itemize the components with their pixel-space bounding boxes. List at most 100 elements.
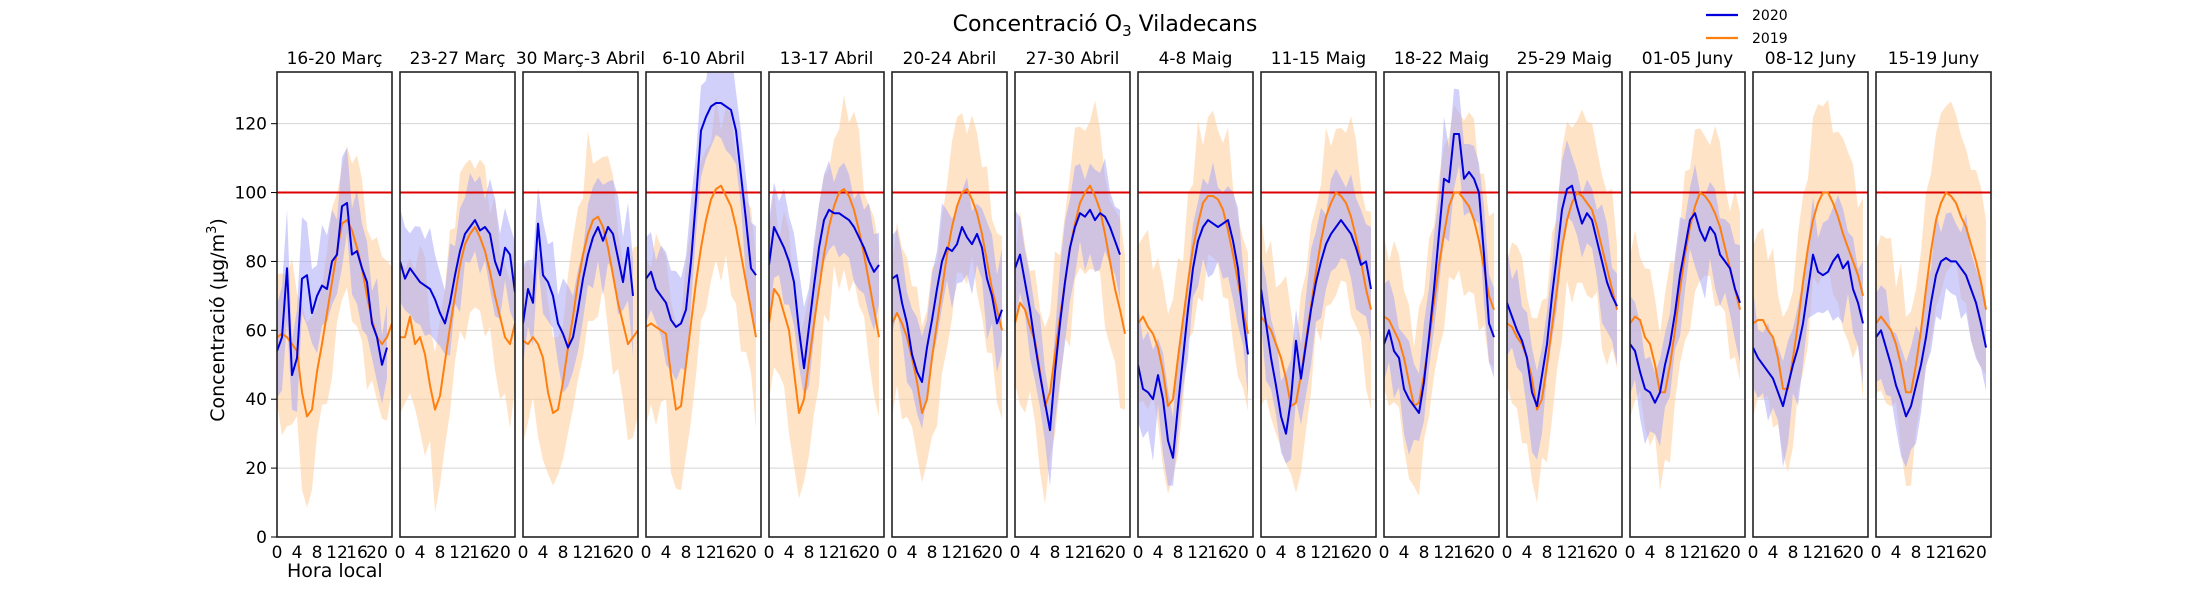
x-tick-label: 16 (1945, 543, 1967, 563)
x-tick-label: 12 (1433, 543, 1455, 563)
x-tick-label: 8 (681, 543, 692, 563)
panel-frame (1014, 71, 1131, 538)
x-tick-label: 16 (346, 543, 368, 563)
x-tick-label: 12 (1310, 543, 1332, 563)
line-2020 (1753, 253, 1864, 408)
x-tick-label: 4 (538, 543, 549, 563)
line-2019 (400, 226, 515, 411)
x-tick-label: 4 (1399, 543, 1410, 563)
panel-title: 16-20 Març (287, 49, 383, 69)
band-2020 (1876, 212, 1986, 468)
x-tick-label: 20 (1350, 543, 1372, 563)
x-tick-label: 20 (1965, 543, 1987, 563)
x-tick-label: 12 (695, 543, 717, 563)
line-2020 (1507, 184, 1618, 408)
x-tick-label: 16 (1699, 543, 1721, 563)
x-tick-label: 12 (572, 543, 594, 563)
y-tick-label: 0 (256, 528, 267, 548)
panel-plot-area (646, 72, 761, 491)
panel-plot-area (1876, 101, 1991, 487)
x-tick-label: 20 (1842, 543, 1864, 563)
x-tick-label: 8 (312, 543, 323, 563)
x-tick-label: 16 (1330, 543, 1352, 563)
x-tick-label: 8 (1788, 543, 1799, 563)
x-tick-label: 0 (887, 543, 898, 563)
line-2020 (892, 226, 1003, 383)
panel-frame (1752, 71, 1869, 538)
line-2020 (1261, 219, 1372, 435)
x-tick-label: 0 (395, 543, 406, 563)
x-tick-label: 0 (764, 543, 775, 563)
line-2020 (1876, 257, 1987, 418)
x-tick-label: 20 (1719, 543, 1741, 563)
x-tick-label: 4 (907, 543, 918, 563)
x-tick-label: 8 (1173, 543, 1184, 563)
x-tick-label: 20 (1473, 543, 1495, 563)
x-tick-label: 8 (435, 543, 446, 563)
x-tick-label: 8 (1911, 543, 1922, 563)
panel-plot-area (1138, 110, 1253, 494)
line-2020 (523, 222, 634, 349)
y-tick-label: 40 (245, 390, 267, 410)
x-tick-label: 16 (961, 543, 983, 563)
legend-label-2020: 2020 (1752, 8, 1788, 24)
title-subscript: 3 (1122, 22, 1132, 40)
x-tick-label: 0 (518, 543, 529, 563)
x-tick-label: 8 (1665, 543, 1676, 563)
x-tick-label: 20 (1596, 543, 1618, 563)
x-tick-label: 0 (1625, 543, 1636, 563)
band-2020 (769, 160, 879, 397)
x-tick-label: 0 (1256, 543, 1267, 563)
chart-title: Concentració O3 Viladecans (953, 12, 1258, 40)
svg-text:Concentració O3 Viladecans: Concentració O3 Viladecans (953, 12, 1258, 40)
x-tick-label: 8 (1542, 543, 1553, 563)
x-tick-label: 20 (1227, 543, 1249, 563)
panel-title: 11-15 Maig (1271, 49, 1366, 69)
x-tick-label: 0 (1502, 543, 1513, 563)
x-tick-label: 0 (1379, 543, 1390, 563)
line-2020 (769, 208, 880, 370)
panel-frame (645, 71, 762, 538)
x-tick-label: 20 (489, 543, 511, 563)
x-tick-label: 8 (1419, 543, 1430, 563)
y-tick-label: 60 (245, 321, 267, 341)
panel-frame (768, 71, 885, 538)
panel-plot-area (1630, 126, 1745, 491)
x-tick-label: 12 (1064, 543, 1086, 563)
x-tick-label: 12 (1556, 543, 1578, 563)
x-tick-label: 0 (272, 543, 283, 563)
panel-plot-area (1507, 109, 1622, 503)
x-tick-label: 0 (1748, 543, 1759, 563)
line-2019 (523, 215, 638, 414)
ylabel-main: Concentració (µg/m (207, 234, 229, 422)
panel-plot-area (1261, 116, 1376, 493)
panel-frame (522, 71, 639, 538)
panel-plot-area (769, 95, 884, 499)
x-tick-label: 0 (641, 543, 652, 563)
x-tick-label: 4 (661, 543, 672, 563)
panel-plot-area (1384, 88, 1499, 496)
band-2020 (1015, 158, 1120, 487)
band-2020 (1138, 162, 1248, 486)
panel-plot-area (1015, 100, 1130, 505)
panel-title: 25-29 Maig (1517, 49, 1612, 69)
x-tick-label: 16 (715, 543, 737, 563)
panel-frame (891, 71, 1008, 538)
ylabel-end: ) (207, 218, 229, 225)
panel-frame (276, 71, 393, 538)
y-axis: 0 20 40 60 80 100 120 (235, 115, 277, 548)
legend-label-2019: 2019 (1752, 31, 1788, 47)
x-tick-label: 4 (1030, 543, 1041, 563)
panel-frame (1383, 71, 1500, 538)
panel-plot-area (892, 112, 1007, 483)
x-tick-label: 8 (1050, 543, 1061, 563)
